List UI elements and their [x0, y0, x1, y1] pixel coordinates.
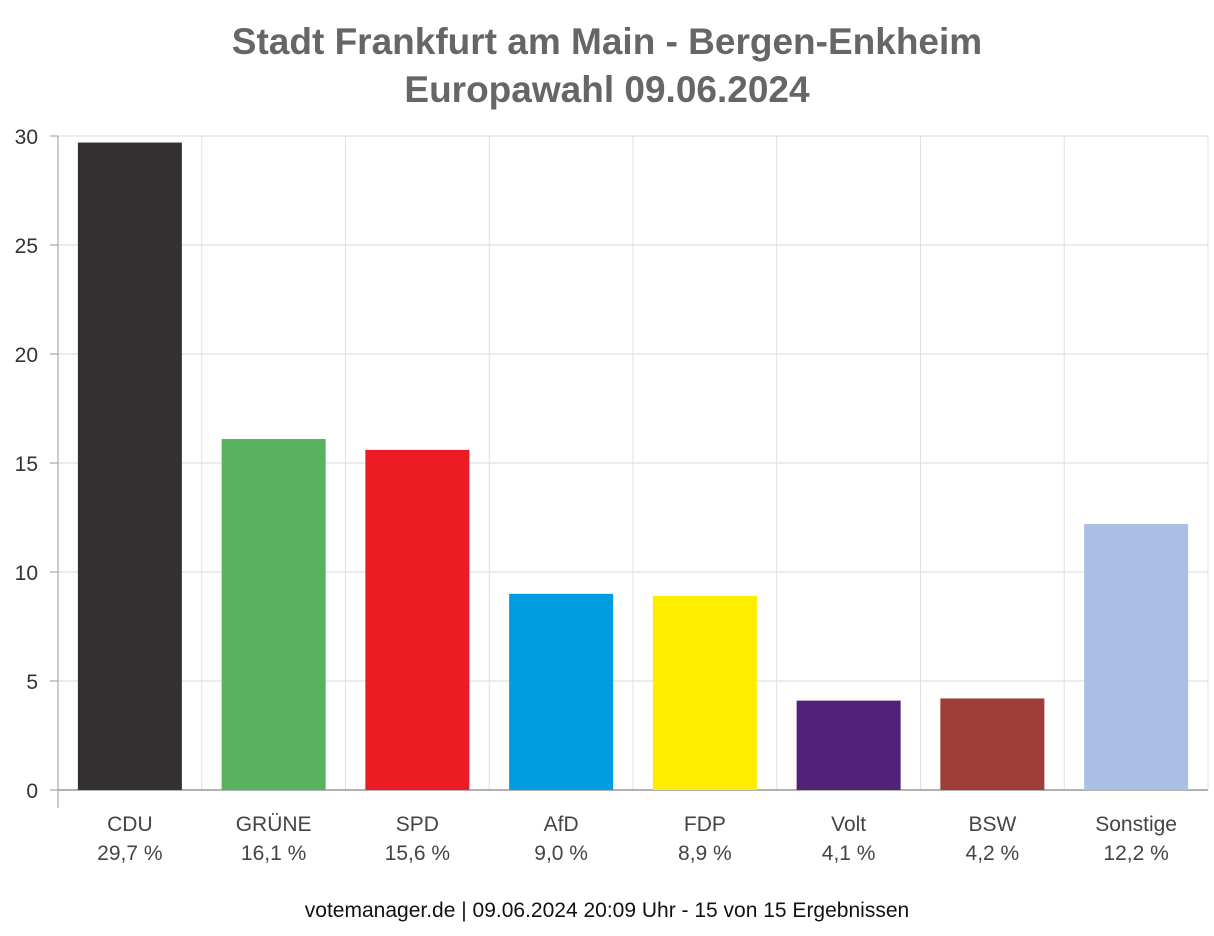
y-tick-label: 25	[15, 235, 38, 258]
x-tick-label: GRÜNE	[236, 813, 312, 836]
bar-value-label: 4,2 %	[966, 842, 1020, 865]
bar-gr-ne	[221, 439, 326, 790]
y-tick-label: 10	[15, 562, 38, 585]
bar-cdu	[77, 142, 182, 791]
chart-footer: votemanager.de | 09.06.2024 20:09 Uhr - …	[304, 899, 910, 922]
bar-afd	[509, 593, 614, 790]
bar-volt	[796, 700, 901, 790]
x-tick-label: CDU	[107, 813, 153, 836]
bar-value-label: 15,6 %	[385, 842, 450, 865]
y-tick-label: 5	[26, 671, 38, 694]
x-tick-label: BSW	[968, 813, 1016, 836]
x-tick-label: AfD	[544, 813, 579, 836]
bar-value-label: 9,0 %	[534, 842, 588, 865]
y-tick-label: 0	[26, 780, 38, 803]
chart-title-line-1: Stadt Frankfurt am Main - Bergen-Enkheim	[231, 21, 983, 62]
x-tick-label: Sonstige	[1095, 813, 1177, 836]
bar-fdp	[652, 595, 757, 790]
x-tick-label: FDP	[684, 813, 726, 836]
bar-value-label: 29,7 %	[97, 842, 162, 865]
chart-title: Stadt Frankfurt am Main - Bergen-Enkheim…	[0, 18, 1214, 114]
y-tick-label: 15	[15, 453, 38, 476]
bar-value-label: 16,1 %	[241, 842, 306, 865]
y-tick-label: 30	[15, 126, 38, 149]
chart-title-line-2: Europawahl 09.06.2024	[404, 69, 810, 110]
y-tick-label: 20	[15, 344, 38, 367]
bar-value-label: 4,1 %	[822, 842, 876, 865]
bar-value-label: 12,2 %	[1103, 842, 1168, 865]
bar-sonstige	[1084, 524, 1189, 790]
bar-bsw	[940, 698, 1045, 790]
bar-value-label: 8,9 %	[678, 842, 732, 865]
bar-spd	[365, 449, 470, 790]
x-tick-label: SPD	[396, 813, 439, 836]
x-tick-label: Volt	[831, 813, 866, 836]
